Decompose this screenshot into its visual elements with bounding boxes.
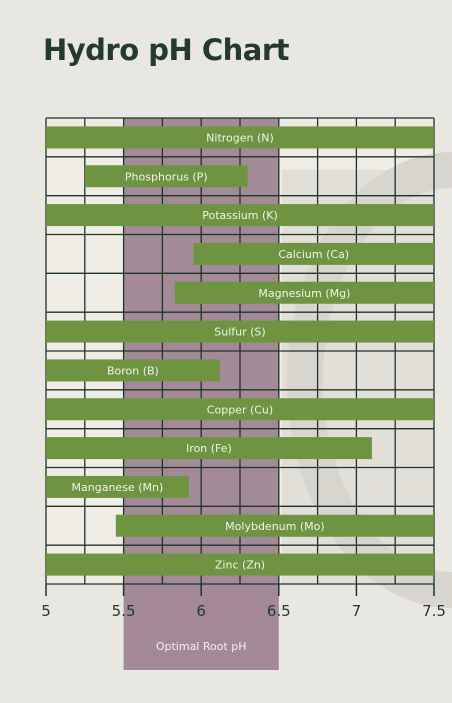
bar-label: Boron (B) (107, 364, 159, 377)
chart-title: Hydro pH Chart (43, 33, 290, 67)
bar-label: Molybdenum (Mo) (225, 520, 324, 533)
bar-label: Manganese (Mn) (72, 481, 164, 494)
bar-label: Calcium (Ca) (278, 248, 349, 261)
optimal-band-label: Optimal Root pH (156, 640, 247, 653)
bar (46, 126, 434, 149)
bar (46, 320, 434, 343)
bar-label: Phosphorus (P) (125, 170, 208, 183)
bar (46, 475, 189, 498)
bar-label: Nitrogen (N) (206, 131, 274, 144)
bar (115, 514, 434, 537)
x-tick-label: 6.5 (267, 602, 291, 620)
bar (46, 204, 434, 227)
bar (193, 242, 434, 265)
bar (46, 553, 434, 576)
bar-label: Sulfur (S) (214, 326, 265, 339)
bar-label: Copper (Cu) (207, 403, 273, 416)
bar-label: Iron (Fe) (186, 442, 232, 455)
x-tick-label: 7 (352, 602, 362, 620)
x-tick-label: 5 (41, 602, 51, 620)
x-tick-label: 6 (196, 602, 206, 620)
bar (46, 398, 434, 421)
bar (46, 359, 220, 382)
bar (46, 437, 372, 460)
bar (84, 165, 248, 188)
bar-label: Zinc (Zn) (215, 559, 265, 572)
x-tick-label: 5.5 (112, 602, 136, 620)
x-tick-label: 7.5 (422, 602, 446, 620)
bar (174, 281, 435, 304)
bar-label: Potassium (K) (202, 209, 278, 222)
bar-label: Magnesium (Mg) (258, 287, 350, 300)
